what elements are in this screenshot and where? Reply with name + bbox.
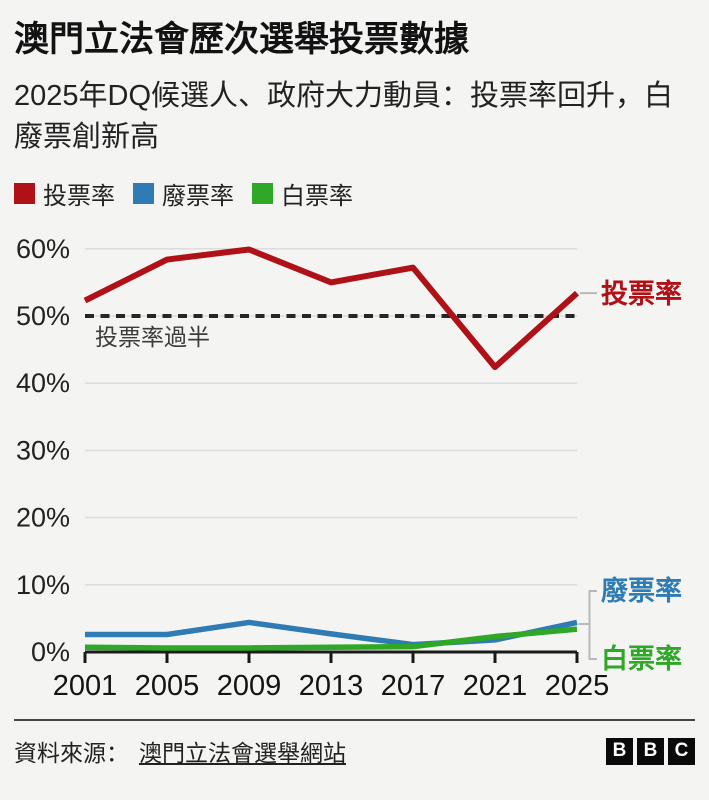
- y-tick-label-30: 30%: [16, 435, 70, 465]
- turnout-rate-end-label: 投票率: [601, 278, 682, 309]
- x-tick-label-2025: 2025: [545, 670, 610, 702]
- turnout-rate-line: [83, 246, 580, 371]
- source-label: 資料來源：: [14, 740, 129, 767]
- bbc-logo-block-1: B: [606, 737, 633, 765]
- legend-item-turnout-rate: 投票率: [14, 176, 115, 211]
- x-tick-label-2017: 2017: [381, 670, 446, 702]
- blank-vote-rate-line: [84, 626, 578, 651]
- y-tick-label-60: 60%: [16, 234, 70, 264]
- legend-swatch-invalid-vote-rate: [133, 183, 154, 205]
- x-tick-label-2009: 2009: [217, 670, 282, 702]
- line-chart: 0% 10% 20% 30% 40% 50% 60% 投票率過半 2001 2005 2009 201…: [16, 234, 682, 702]
- x-tick-label-2013: 2013: [299, 670, 364, 702]
- blank-vote-end-label: 白票率: [601, 643, 682, 674]
- x-tick-label-2001: 2001: [53, 670, 118, 702]
- bbc-logo-block-2: B: [637, 737, 664, 765]
- x-tick-label-2021: 2021: [463, 670, 528, 702]
- page-subtitle: 2025年DQ候選人、政府大力動員：投票率回升，白廢票創新高: [14, 79, 674, 153]
- y-tick-label-50: 50%: [16, 301, 70, 331]
- y-tick-label-10: 10%: [16, 570, 70, 600]
- reference-line-label: 投票率過半: [95, 324, 210, 350]
- invalid-vote-rate-line: [85, 619, 578, 648]
- bottom-labels-bracket: [588, 590, 597, 661]
- page-title: 澳門立法會歷次選舉投票數據: [14, 20, 470, 59]
- source-link[interactable]: 澳門立法會選舉網站: [139, 740, 346, 767]
- legend-item-invalid-vote-rate: 廢票率: [133, 176, 234, 211]
- bbc-logo-block-3: C: [668, 737, 695, 765]
- y-tick-label-0: 0%: [31, 637, 70, 667]
- y-tick-label-40: 40%: [16, 368, 70, 398]
- legend: 投票率 廢票率 白票率: [14, 176, 695, 211]
- legend-label-invalid-vote-rate: 廢票率: [162, 183, 234, 211]
- legend-swatch-turnout-rate: [14, 183, 35, 205]
- legend-label-blank-vote-rate: 白票率: [281, 183, 353, 211]
- legend-label-turnout-rate: 投票率: [43, 183, 115, 211]
- footer-divider: [14, 719, 695, 722]
- invalid-vote-end-label: 廢票率: [601, 575, 682, 606]
- y-tick-label-20: 20%: [16, 503, 70, 533]
- x-tick-label-2005: 2005: [135, 670, 200, 702]
- legend-item-blank-vote-rate: 白票率: [252, 176, 353, 211]
- legend-swatch-blank-vote-rate: [252, 183, 273, 205]
